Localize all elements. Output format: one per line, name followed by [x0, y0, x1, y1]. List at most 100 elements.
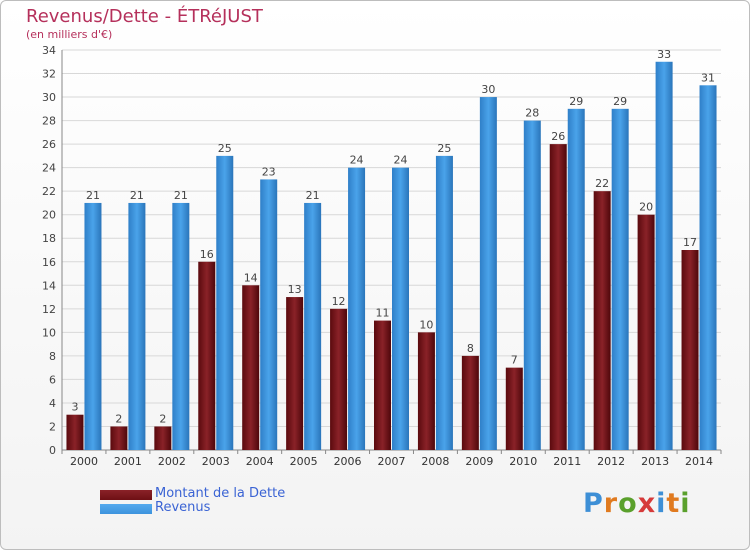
- bar-dette: [637, 214, 655, 450]
- data-label: 3: [71, 401, 78, 414]
- x-tick-label: 2003: [202, 455, 230, 468]
- x-tick-label: 2014: [685, 455, 713, 468]
- x-tick-label: 2000: [70, 455, 98, 468]
- y-tick-label: 14: [42, 279, 56, 292]
- data-label: 21: [86, 189, 100, 202]
- x-tick-label: 2005: [290, 455, 318, 468]
- y-tick-label: 2: [49, 420, 56, 433]
- data-label: 7: [511, 354, 518, 367]
- y-tick-label: 8: [49, 350, 56, 363]
- data-label: 21: [174, 189, 188, 202]
- y-tick-label: 34: [42, 44, 56, 57]
- chart-title: Revenus/Dette - ÉTRéJUST: [26, 6, 263, 27]
- data-label: 14: [244, 271, 258, 284]
- bar-revenus: [304, 202, 322, 450]
- bar-dette: [110, 426, 128, 450]
- x-tick-label: 2011: [553, 455, 581, 468]
- bar-dette: [417, 332, 435, 450]
- bar-dette: [549, 144, 567, 450]
- data-label: 10: [419, 318, 433, 331]
- x-tick-label: 2013: [641, 455, 669, 468]
- bar-dette: [681, 250, 699, 450]
- y-tick-label: 4: [49, 397, 56, 410]
- bar-dette: [330, 308, 348, 450]
- data-label: 29: [569, 95, 583, 108]
- y-tick-label: 28: [42, 115, 56, 128]
- data-label: 16: [200, 248, 214, 261]
- y-tick-label: 24: [42, 162, 56, 175]
- data-label: 25: [218, 142, 232, 155]
- data-label: 2: [115, 412, 122, 425]
- data-label: 28: [525, 107, 539, 120]
- data-label: 2: [159, 412, 166, 425]
- data-label: 24: [350, 154, 364, 167]
- bar-dette: [461, 355, 479, 450]
- bar-dette: [242, 285, 260, 450]
- y-tick-label: 16: [42, 256, 56, 269]
- y-tick-label: 12: [42, 303, 56, 316]
- y-tick-label: 6: [49, 373, 56, 386]
- bar-revenus: [699, 85, 717, 450]
- data-label: 23: [262, 165, 276, 178]
- bar-dette: [374, 320, 391, 450]
- bar-revenus: [435, 155, 453, 450]
- x-tick-label: 2007: [378, 455, 406, 468]
- x-tick-label: 2006: [334, 455, 362, 468]
- bar-dette: [154, 426, 172, 450]
- y-tick-label: 32: [42, 68, 56, 81]
- data-label: 29: [613, 95, 627, 108]
- bar-dette: [505, 367, 523, 450]
- bar-dette: [593, 191, 611, 451]
- data-label: 31: [701, 71, 715, 84]
- data-label: 12: [332, 295, 346, 308]
- data-label: 20: [639, 201, 653, 214]
- x-tick-label: 2001: [114, 455, 142, 468]
- bar-revenus: [611, 108, 629, 450]
- bar-revenus: [172, 202, 190, 450]
- legend-swatch-dette: [100, 490, 152, 500]
- bar-dette: [198, 261, 216, 450]
- y-tick-label: 10: [42, 326, 56, 339]
- x-tick-label: 2002: [158, 455, 186, 468]
- bar-revenus: [128, 202, 146, 450]
- data-label: 22: [595, 177, 609, 190]
- data-label: 24: [394, 154, 408, 167]
- x-tick-label: 2008: [421, 455, 449, 468]
- data-label: 25: [437, 142, 451, 155]
- bar-revenus: [348, 167, 366, 450]
- bar-revenus: [523, 120, 541, 451]
- x-tick-label: 2009: [465, 455, 493, 468]
- data-label: 21: [130, 189, 144, 202]
- y-tick-label: 18: [42, 232, 56, 245]
- data-label: 8: [467, 342, 474, 355]
- x-tick-label: 2012: [597, 455, 625, 468]
- y-tick-label: 22: [42, 185, 56, 198]
- y-tick-label: 30: [42, 91, 56, 104]
- bar-dette: [286, 297, 304, 450]
- data-label: 21: [306, 189, 320, 202]
- legend-label-dette: Montant de la Dette: [155, 486, 286, 501]
- legend-label-revenus: Revenus: [155, 500, 211, 515]
- y-tick-label: 0: [49, 444, 56, 457]
- chart-subtitle: (en milliers d'€): [26, 28, 113, 41]
- bar-revenus: [260, 179, 278, 451]
- legend-swatch-revenus: [100, 504, 152, 514]
- bar-dette: [66, 414, 84, 450]
- bar-revenus: [392, 167, 409, 450]
- data-label: 30: [481, 83, 495, 96]
- bar-revenus: [567, 108, 585, 450]
- data-label: 17: [683, 236, 697, 249]
- y-tick-label: 26: [42, 138, 56, 151]
- bar-revenus: [84, 202, 102, 450]
- bar-revenus: [655, 61, 673, 450]
- proxiti-logo: Proxiti: [583, 488, 691, 519]
- data-label: 11: [376, 307, 390, 320]
- data-label: 13: [288, 283, 302, 296]
- y-tick-label: 20: [42, 209, 56, 222]
- x-tick-label: 2010: [509, 455, 537, 468]
- bar-revenus: [479, 97, 497, 450]
- data-label: 33: [657, 48, 671, 61]
- x-tick-label: 2004: [246, 455, 274, 468]
- data-label: 26: [551, 130, 565, 143]
